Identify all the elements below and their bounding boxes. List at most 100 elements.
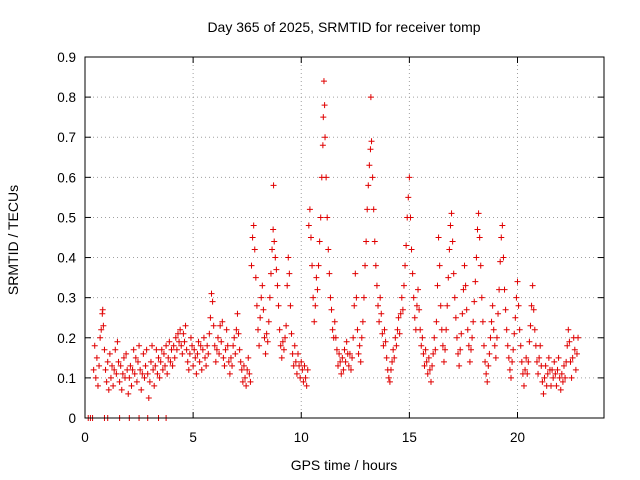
data-point xyxy=(231,334,238,341)
data-point xyxy=(139,370,146,377)
data-point xyxy=(179,350,186,357)
data-point xyxy=(147,358,154,365)
data-point xyxy=(459,310,466,317)
data-point xyxy=(483,370,490,377)
data-point xyxy=(111,366,118,373)
data-point xyxy=(300,378,307,385)
data-point xyxy=(455,350,462,357)
data-point xyxy=(325,246,332,253)
data-point xyxy=(103,378,110,385)
data-point xyxy=(275,302,282,309)
data-point xyxy=(522,366,529,373)
data-point xyxy=(364,206,371,213)
data-point xyxy=(503,326,510,333)
data-point xyxy=(409,270,416,277)
data-point xyxy=(144,370,151,377)
data-point xyxy=(448,210,455,217)
data-point xyxy=(310,294,317,301)
data-point xyxy=(376,318,383,325)
data-point xyxy=(390,346,397,353)
data-point xyxy=(456,362,463,369)
data-point xyxy=(396,330,403,337)
data-point xyxy=(553,382,560,389)
data-point xyxy=(298,358,305,365)
data-point xyxy=(548,382,555,389)
data-point xyxy=(304,366,311,373)
data-point xyxy=(255,326,261,333)
data-point xyxy=(549,366,556,373)
data-point xyxy=(249,234,256,241)
data-point xyxy=(295,350,302,357)
data-point xyxy=(539,378,546,385)
data-point xyxy=(265,318,272,325)
data-point xyxy=(545,354,552,361)
data-point xyxy=(278,354,285,361)
data-point xyxy=(351,302,358,309)
data-point xyxy=(234,310,241,317)
data-point xyxy=(115,358,122,365)
data-point xyxy=(439,342,446,349)
data-point xyxy=(178,342,185,349)
data-point xyxy=(424,370,431,377)
data-point xyxy=(285,254,292,261)
data-point xyxy=(247,378,254,385)
data-point xyxy=(465,342,472,349)
data-point xyxy=(140,350,147,357)
data-point xyxy=(172,334,179,341)
data-point xyxy=(359,318,366,325)
data-point xyxy=(470,318,477,325)
data-point xyxy=(269,246,276,253)
data-point xyxy=(189,342,196,349)
data-point xyxy=(489,302,496,309)
data-point xyxy=(315,262,322,269)
data-point xyxy=(340,366,347,373)
data-point xyxy=(526,338,533,345)
data-point xyxy=(184,358,191,365)
data-point xyxy=(134,358,141,365)
data-point xyxy=(277,342,284,349)
data-point xyxy=(389,358,396,365)
data-point xyxy=(211,342,218,349)
data-point xyxy=(151,382,158,389)
data-point xyxy=(222,346,229,353)
data-point xyxy=(131,370,138,377)
data-point xyxy=(321,102,328,109)
data-point xyxy=(112,346,119,353)
data-point xyxy=(259,282,266,289)
data-point xyxy=(267,270,274,277)
data-point xyxy=(208,290,215,297)
data-point xyxy=(306,206,313,213)
data-point xyxy=(524,370,531,377)
data-point xyxy=(463,306,470,313)
data-point xyxy=(248,262,255,269)
data-point xyxy=(557,386,564,393)
y-tick-label: 0 xyxy=(68,411,76,426)
data-point xyxy=(400,282,407,289)
data-point xyxy=(235,330,242,337)
data-point xyxy=(157,358,164,365)
y-tick-label: 0.9 xyxy=(57,50,76,65)
data-point xyxy=(425,354,432,361)
data-point xyxy=(437,302,444,309)
data-point xyxy=(104,358,111,365)
data-point xyxy=(162,362,169,369)
data-point xyxy=(575,334,582,341)
data-point xyxy=(229,362,236,369)
data-point xyxy=(449,238,456,245)
data-point xyxy=(190,362,197,369)
data-point xyxy=(233,326,240,333)
data-point xyxy=(243,382,250,389)
data-point xyxy=(431,334,438,341)
data-point xyxy=(266,294,273,301)
data-point xyxy=(195,338,202,345)
data-point xyxy=(286,270,293,277)
data-point xyxy=(365,182,372,189)
y-tick-label: 0.3 xyxy=(57,291,76,306)
data-point xyxy=(550,374,557,381)
data-point xyxy=(101,346,108,353)
data-point xyxy=(123,350,130,357)
data-point xyxy=(132,354,139,361)
data-point xyxy=(328,306,335,313)
data-point xyxy=(276,326,283,333)
data-point xyxy=(174,330,181,337)
